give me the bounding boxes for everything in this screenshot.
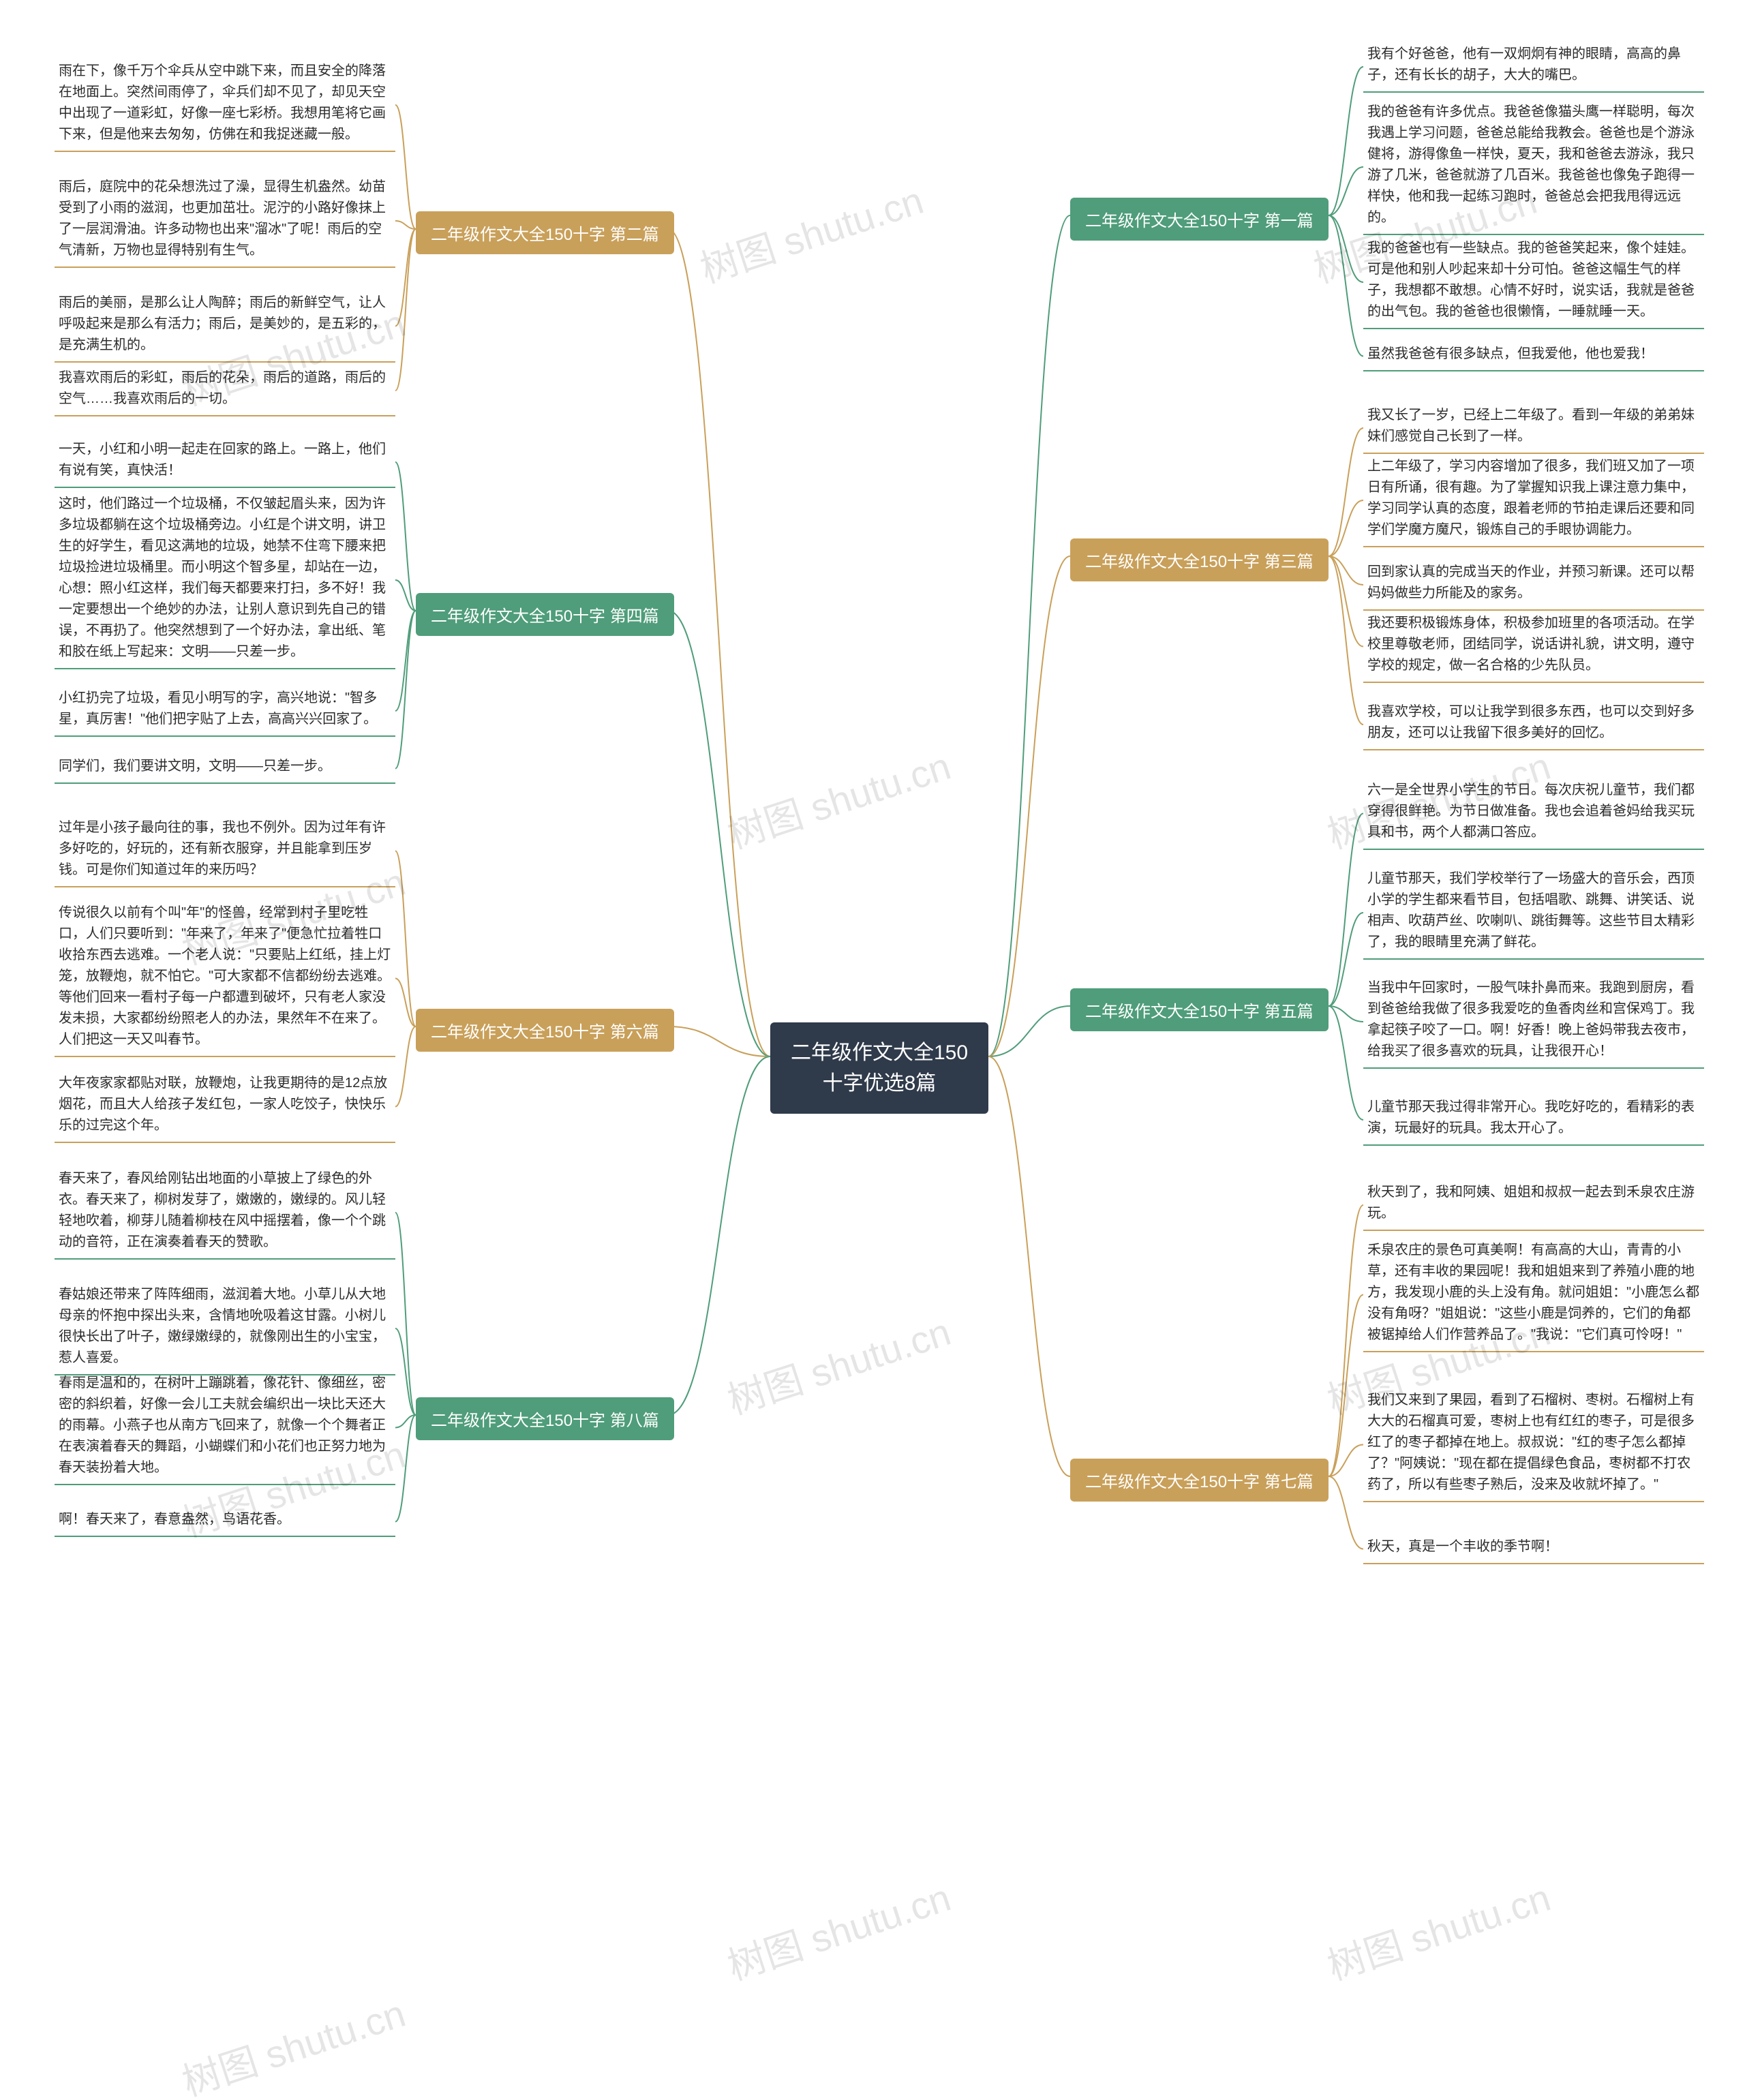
watermark: 树图 shutu.cn	[720, 1868, 957, 1992]
branch-node: 二年级作文大全150十字 第五篇	[1070, 988, 1329, 1031]
leaf-node: 春姑娘还带来了阵阵细雨，滋润着大地。小草儿从大地母亲的怀抱中探出头来，含情地吮吸…	[55, 1281, 395, 1375]
center-node: 二年级作文大全150十字优选8篇	[770, 1022, 988, 1114]
leaf-node: 一天，小红和小明一起走在回家的路上。一路上，他们有说有笑，真快活！	[55, 436, 395, 488]
leaf-node: 我喜欢雨后的彩虹，雨后的花朵，雨后的道路，雨后的空气……我喜欢雨后的一切。	[55, 365, 395, 416]
leaf-node: 我喜欢学校，可以让我学到很多东西，也可以交到好多朋友，还可以让我留下很多美好的回…	[1363, 699, 1704, 750]
leaf-node: 虽然我爸爸有很多缺点，但我爱他，他也爱我！	[1363, 341, 1704, 371]
leaf-node: 这时，他们路过一个垃圾桶，不仅皱起眉头来，因为许多垃圾都躺在这个垃圾桶旁边。小红…	[55, 491, 395, 669]
leaf-node: 我又长了一岁，已经上二年级了。看到一年级的弟弟妹妹们感觉自己长到了一样。	[1363, 402, 1704, 454]
leaf-node: 大年夜家家都贴对联，放鞭炮，让我更期待的是12点放烟花，而且大人给孩子发红包，一…	[55, 1070, 395, 1143]
branch-node: 二年级作文大全150十字 第一篇	[1070, 198, 1329, 241]
leaf-node: 春雨是温和的，在树叶上蹦跳着，像花针、像细丝，密密的斜织着，好像一会儿工夫就会编…	[55, 1370, 395, 1485]
leaf-node: 传说很久以前有个叫"年"的怪兽，经常到村子里吃牲口，人们只要听到："年来了，年来…	[55, 900, 395, 1057]
leaf-node: 秋天，真是一个丰收的季节啊！	[1363, 1534, 1704, 1564]
branch-node: 二年级作文大全150十字 第四篇	[416, 593, 674, 636]
watermark: 树图 shutu.cn	[174, 1983, 412, 2100]
leaf-node: 我有个好爸爸，他有一双炯炯有神的眼睛，高高的鼻子，还有长长的胡子，大大的嘴巴。	[1363, 41, 1704, 93]
watermark: 树图 shutu.cn	[720, 1302, 957, 1426]
leaf-node: 雨在下，像千万个伞兵从空中跳下来，而且安全的降落在地面上。突然间雨停了，伞兵们却…	[55, 58, 395, 152]
watermark: 树图 shutu.cn	[1320, 1868, 1557, 1992]
branch-node: 二年级作文大全150十字 第八篇	[416, 1397, 674, 1440]
leaf-node: 小红扔完了垃圾，看见小明写的字，高兴地说："智多星，真厉害！"他们把字贴了上去，…	[55, 685, 395, 737]
branch-node: 二年级作文大全150十字 第二篇	[416, 211, 674, 254]
branch-node: 二年级作文大全150十字 第七篇	[1070, 1459, 1329, 1502]
watermark: 树图 shutu.cn	[720, 736, 957, 860]
leaf-node: 秋天到了，我和阿姨、姐姐和叔叔一起去到禾泉农庄游玩。	[1363, 1179, 1704, 1231]
leaf-node: 雨后，庭院中的花朵想洗过了澡，显得生机盎然。幼苗受到了小雨的滋润，也更加茁壮。泥…	[55, 174, 395, 268]
leaf-node: 回到家认真的完成当天的作业，并预习新课。还可以帮妈妈做些力所能及的家务。	[1363, 559, 1704, 611]
leaf-node: 儿童节那天，我们学校举行了一场盛大的音乐会，西顶小学的学生都来看节目，包括唱歌、…	[1363, 866, 1704, 960]
leaf-node: 我的爸爸也有一些缺点。我的爸爸笑起来，像个娃娃。可是他和别人吵起来却十分可怕。爸…	[1363, 235, 1704, 329]
leaf-node: 我们又来到了果园，看到了石榴树、枣树。石榴树上有大大的石榴真可爱，枣树上也有红红…	[1363, 1387, 1704, 1502]
leaf-node: 我的爸爸有许多优点。我爸爸像猫头鹰一样聪明，每次我遇上学习问题，爸爸总能给我教会…	[1363, 99, 1704, 235]
leaf-node: 过年是小孩子最向往的事，我也不例外。因为过年有许多好吃的，好玩的，还有新衣服穿，…	[55, 815, 395, 887]
leaf-node: 上二年级了，学习内容增加了很多，我们班又加了一项日有所诵，很有趣。为了掌握知识我…	[1363, 453, 1704, 547]
leaf-node: 儿童节那天我过得非常开心。我吃好吃的，看精彩的表演，玩最好的玩具。我太开心了。	[1363, 1094, 1704, 1146]
leaf-node: 六一是全世界小学生的节日。每次庆祝儿童节，我们都穿得很鲜艳。为节日做准备。我也会…	[1363, 777, 1704, 850]
leaf-node: 雨后的美丽，是那么让人陶醉；雨后的新鲜空气，让人呼吸起来是那么有活力；雨后，是美…	[55, 290, 395, 363]
leaf-node: 春天来了，春风给刚钻出地面的小草披上了绿色的外衣。春天来了，柳树发芽了，嫩嫩的，…	[55, 1166, 395, 1260]
watermark: 树图 shutu.cn	[693, 170, 930, 294]
leaf-node: 同学们，我们要讲文明，文明——只差一步。	[55, 753, 395, 784]
leaf-node: 啊！春天来了，春意盎然，鸟语花香。	[55, 1506, 395, 1537]
branch-node: 二年级作文大全150十字 第三篇	[1070, 538, 1329, 581]
branch-node: 二年级作文大全150十字 第六篇	[416, 1009, 674, 1052]
leaf-node: 当我中午回家时，一股气味扑鼻而来。我跑到厨房，看到爸爸给我做了很多我爱吃的鱼香肉…	[1363, 975, 1704, 1069]
leaf-node: 禾泉农庄的景色可真美啊！有高高的大山，青青的小草，还有丰收的果园呢！我和姐姐来到…	[1363, 1237, 1704, 1352]
leaf-node: 我还要积极锻炼身体，积极参加班里的各项活动。在学校里尊敬老师，团结同学，说话讲礼…	[1363, 610, 1704, 683]
